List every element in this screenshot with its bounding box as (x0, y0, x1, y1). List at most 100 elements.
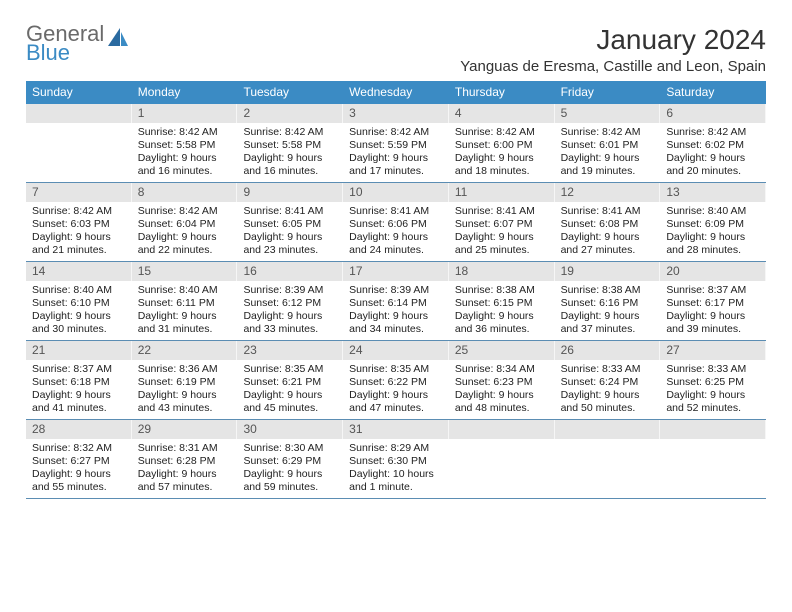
day-line: Sunrise: 8:32 AM (32, 442, 126, 455)
day-line: Sunrise: 8:42 AM (32, 205, 126, 218)
day-content: Sunrise: 8:42 AMSunset: 6:00 PMDaylight:… (449, 123, 555, 182)
day-line: Daylight: 9 hours (666, 231, 760, 244)
day-cell: 1Sunrise: 8:42 AMSunset: 5:58 PMDaylight… (132, 104, 238, 182)
day-line: Sunset: 6:17 PM (666, 297, 760, 310)
day-content: Sunrise: 8:42 AMSunset: 5:59 PMDaylight:… (343, 123, 449, 182)
day-number-bar: 15 (132, 262, 238, 281)
month-title: January 2024 (460, 24, 766, 56)
day-line: Sunrise: 8:36 AM (138, 363, 232, 376)
day-content: Sunrise: 8:40 AMSunset: 6:09 PMDaylight:… (660, 202, 766, 261)
day-number-bar: 31 (343, 420, 449, 439)
location-line: Yanguas de Eresma, Castille and Leon, Sp… (460, 58, 766, 75)
day-content: Sunrise: 8:37 AMSunset: 6:17 PMDaylight:… (660, 281, 766, 340)
day-line: and 28 minutes. (666, 244, 760, 257)
day-line: Daylight: 9 hours (455, 389, 549, 402)
logo: General Blue (26, 24, 130, 64)
day-line: Sunset: 6:02 PM (666, 139, 760, 152)
day-line: Daylight: 9 hours (32, 389, 126, 402)
day-cell: 14Sunrise: 8:40 AMSunset: 6:10 PMDayligh… (26, 262, 132, 340)
day-line: and 23 minutes. (243, 244, 337, 257)
day-content: Sunrise: 8:39 AMSunset: 6:14 PMDaylight:… (343, 281, 449, 340)
day-line: Daylight: 9 hours (243, 152, 337, 165)
weekday-header: Sunday (26, 81, 132, 104)
weekday-header: Thursday (449, 81, 555, 104)
day-number-bar: 23 (237, 341, 343, 360)
day-line: Sunset: 6:29 PM (243, 455, 337, 468)
day-line: Sunset: 6:21 PM (243, 376, 337, 389)
day-line: and 31 minutes. (138, 323, 232, 336)
weekday-header: Tuesday (237, 81, 343, 104)
day-content: Sunrise: 8:42 AMSunset: 6:03 PMDaylight:… (26, 202, 132, 261)
day-content: Sunrise: 8:42 AMSunset: 6:01 PMDaylight:… (555, 123, 661, 182)
day-line: Sunset: 6:25 PM (666, 376, 760, 389)
day-line: Sunrise: 8:31 AM (138, 442, 232, 455)
day-cell: 19Sunrise: 8:38 AMSunset: 6:16 PMDayligh… (555, 262, 661, 340)
day-content: Sunrise: 8:42 AMSunset: 6:02 PMDaylight:… (660, 123, 766, 182)
day-cell: 9Sunrise: 8:41 AMSunset: 6:05 PMDaylight… (237, 183, 343, 261)
day-line: Daylight: 9 hours (243, 468, 337, 481)
day-line: and 39 minutes. (666, 323, 760, 336)
day-line: and 50 minutes. (561, 402, 655, 415)
day-line: Daylight: 9 hours (561, 310, 655, 323)
week-row: 1Sunrise: 8:42 AMSunset: 5:58 PMDaylight… (26, 104, 766, 183)
day-line: Sunrise: 8:42 AM (561, 126, 655, 139)
day-number-bar: 18 (449, 262, 555, 281)
day-content: Sunrise: 8:42 AMSunset: 5:58 PMDaylight:… (237, 123, 343, 182)
day-line: and 41 minutes. (32, 402, 126, 415)
day-number-bar-empty (449, 420, 555, 439)
day-line: Sunset: 6:09 PM (666, 218, 760, 231)
day-number-bar: 16 (237, 262, 343, 281)
day-line: Daylight: 9 hours (243, 310, 337, 323)
day-number-bar: 27 (660, 341, 766, 360)
day-line: Sunrise: 8:40 AM (138, 284, 232, 297)
day-line: and 1 minute. (349, 481, 443, 494)
day-number-bar: 11 (449, 183, 555, 202)
day-line: and 22 minutes. (138, 244, 232, 257)
day-number-bar: 21 (26, 341, 132, 360)
day-line: Daylight: 9 hours (666, 310, 760, 323)
day-line: Sunrise: 8:35 AM (349, 363, 443, 376)
week-row: 14Sunrise: 8:40 AMSunset: 6:10 PMDayligh… (26, 262, 766, 341)
day-line: Sunrise: 8:42 AM (138, 205, 232, 218)
day-line: Sunrise: 8:40 AM (32, 284, 126, 297)
day-number-bar: 28 (26, 420, 132, 439)
day-cell: 8Sunrise: 8:42 AMSunset: 6:04 PMDaylight… (132, 183, 238, 261)
day-line: Sunrise: 8:39 AM (349, 284, 443, 297)
day-line: and 59 minutes. (243, 481, 337, 494)
day-content: Sunrise: 8:41 AMSunset: 6:06 PMDaylight:… (343, 202, 449, 261)
day-line: Daylight: 9 hours (349, 231, 443, 244)
day-line: Sunrise: 8:41 AM (455, 205, 549, 218)
day-line: Sunset: 5:58 PM (138, 139, 232, 152)
day-line: Daylight: 9 hours (561, 389, 655, 402)
day-line: and 34 minutes. (349, 323, 443, 336)
week-row: 21Sunrise: 8:37 AMSunset: 6:18 PMDayligh… (26, 341, 766, 420)
day-line: Sunrise: 8:40 AM (666, 205, 760, 218)
day-line: Sunset: 5:58 PM (243, 139, 337, 152)
day-line: Sunrise: 8:41 AM (243, 205, 337, 218)
day-cell: 4Sunrise: 8:42 AMSunset: 6:00 PMDaylight… (449, 104, 555, 182)
page-header: General Blue January 2024 Yanguas de Ere… (26, 24, 766, 75)
day-line: Daylight: 9 hours (349, 310, 443, 323)
day-line: Daylight: 10 hours (349, 468, 443, 481)
day-line: Sunrise: 8:35 AM (243, 363, 337, 376)
day-number-bar: 19 (555, 262, 661, 281)
day-line: Sunset: 6:01 PM (561, 139, 655, 152)
day-line: Sunset: 6:08 PM (561, 218, 655, 231)
day-line: and 18 minutes. (455, 165, 549, 178)
day-cell: 20Sunrise: 8:37 AMSunset: 6:17 PMDayligh… (660, 262, 766, 340)
day-number-bar: 2 (237, 104, 343, 123)
day-line: Daylight: 9 hours (349, 152, 443, 165)
day-cell: 6Sunrise: 8:42 AMSunset: 6:02 PMDaylight… (660, 104, 766, 182)
day-number-bar: 9 (237, 183, 343, 202)
weekday-header: Monday (132, 81, 238, 104)
day-line: Sunset: 6:27 PM (32, 455, 126, 468)
weekday-header: Wednesday (343, 81, 449, 104)
day-line: Sunset: 6:19 PM (138, 376, 232, 389)
day-line: Sunset: 6:03 PM (32, 218, 126, 231)
day-line: Sunset: 6:14 PM (349, 297, 443, 310)
day-content: Sunrise: 8:40 AMSunset: 6:10 PMDaylight:… (26, 281, 132, 340)
week-row: 7Sunrise: 8:42 AMSunset: 6:03 PMDaylight… (26, 183, 766, 262)
day-content: Sunrise: 8:34 AMSunset: 6:23 PMDaylight:… (449, 360, 555, 419)
calendar-page: General Blue January 2024 Yanguas de Ere… (0, 0, 792, 519)
day-line: and 48 minutes. (455, 402, 549, 415)
